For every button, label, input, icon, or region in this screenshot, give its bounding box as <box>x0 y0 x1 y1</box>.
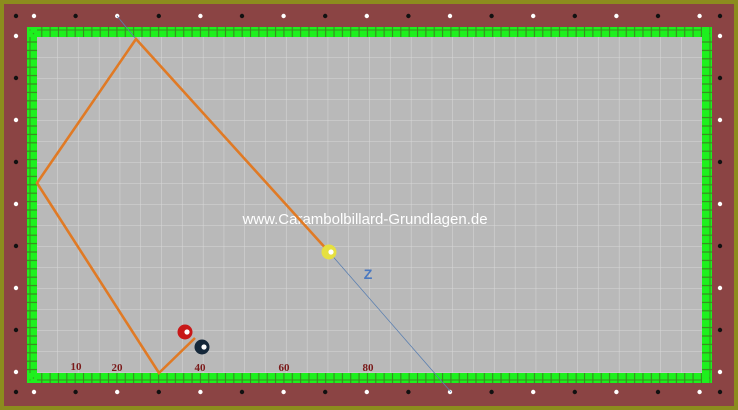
diamond-left <box>13 33 19 39</box>
diamond-left <box>13 75 19 81</box>
diamond-right <box>717 243 723 249</box>
rail-label-10: 10 <box>71 361 83 373</box>
diamond-left <box>13 201 19 207</box>
diamond-right <box>717 285 723 291</box>
diamond-top <box>239 13 245 19</box>
diamond-top <box>73 13 78 19</box>
diamond-bottom <box>156 389 161 395</box>
diamond-left <box>13 327 19 333</box>
aim-line-start <box>116 15 137 40</box>
rail-label-60: 60 <box>279 362 291 374</box>
diamond-bottom <box>572 389 577 395</box>
diamond-bottom <box>198 389 203 395</box>
diamond-bottom <box>655 389 661 395</box>
diamond-bottom <box>115 389 120 395</box>
diamond-bottom <box>447 389 453 395</box>
diamond-top <box>531 13 536 19</box>
diamond-bottom <box>614 389 619 395</box>
diamond-bottom <box>323 389 328 395</box>
diamond-left <box>13 285 19 291</box>
black-ball[interactable] <box>194 339 210 355</box>
corner-diamond <box>717 389 723 395</box>
path-label: Z <box>364 266 373 282</box>
diamond-bottom <box>697 389 702 395</box>
aim-line-end <box>328 251 452 393</box>
diamond-top <box>614 13 619 19</box>
diamond-bottom <box>31 389 37 395</box>
diamond-left <box>13 117 19 123</box>
red-ball[interactable] <box>177 324 193 340</box>
diamond-bottom <box>406 389 411 395</box>
diamond-left <box>13 369 19 375</box>
diamond-bottom <box>239 389 245 395</box>
ball-path <box>35 36 330 376</box>
diamond-markers <box>13 13 723 395</box>
diamond-top <box>156 13 161 19</box>
diamond-right <box>717 75 723 81</box>
diamond-top <box>364 13 369 19</box>
diamond-right <box>717 33 723 39</box>
diamond-right <box>717 201 723 207</box>
cushion-bottom <box>27 373 712 383</box>
diamond-bottom <box>281 389 286 395</box>
diamond-top <box>281 13 286 19</box>
diamond-top <box>655 13 661 19</box>
diamond-top <box>198 13 203 19</box>
rail-label-40: 40 <box>195 362 207 374</box>
diamond-bottom <box>364 389 369 395</box>
diamond-top <box>572 13 577 19</box>
diamond-top <box>489 13 494 19</box>
diamond-right <box>717 117 723 123</box>
watermark: www.Carambolbillard-Grundlagen.de <box>241 211 487 228</box>
rail-labels: 10 20 40 60 80 <box>71 361 375 374</box>
diamond-top <box>406 13 411 19</box>
diamond-top <box>31 13 37 19</box>
grid-lines <box>37 37 702 373</box>
corner-diamond <box>717 13 723 19</box>
corner-diamond <box>13 389 19 395</box>
diamond-bottom <box>73 389 78 395</box>
cushion-right <box>702 27 712 383</box>
diamond-bottom <box>489 389 494 395</box>
rail-label-20: 20 <box>112 362 124 374</box>
cushion-left <box>27 27 37 383</box>
yellow-ball[interactable] <box>321 244 337 260</box>
diamond-right <box>717 327 723 333</box>
diamond-top <box>447 13 453 19</box>
diamond-top <box>323 13 328 19</box>
diamond-bottom <box>531 389 536 395</box>
cushion-top <box>27 27 712 37</box>
diamond-right <box>717 159 723 165</box>
diamond-right <box>717 369 723 375</box>
rail-label-80: 80 <box>363 362 375 374</box>
diamond-left <box>13 159 19 165</box>
corner-diamond <box>13 13 19 19</box>
diamond-left <box>13 243 19 249</box>
diamond-top <box>697 13 702 19</box>
